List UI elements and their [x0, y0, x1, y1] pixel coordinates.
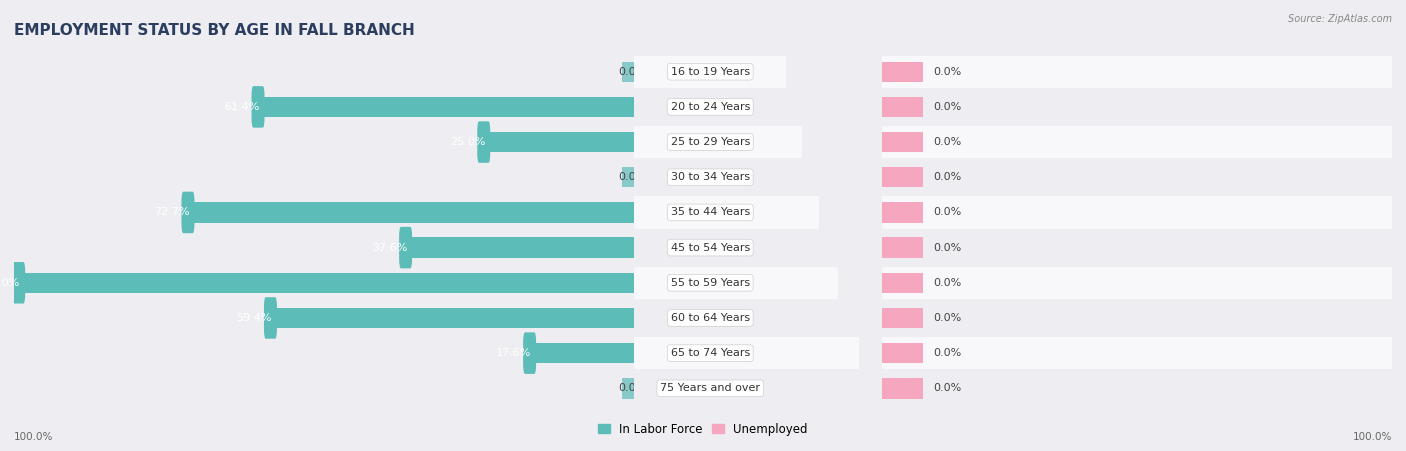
Bar	[882, 55, 1392, 88]
Bar	[882, 343, 922, 364]
FancyBboxPatch shape	[252, 86, 264, 128]
FancyBboxPatch shape	[477, 121, 491, 163]
Text: 0.0%: 0.0%	[934, 102, 962, 112]
Bar	[634, 231, 828, 264]
Bar	[524, 343, 634, 364]
Bar	[882, 337, 1392, 369]
Bar	[634, 126, 801, 158]
Bar	[266, 308, 634, 328]
Bar	[882, 161, 1392, 193]
Text: 37.6%: 37.6%	[371, 243, 408, 253]
Text: 17.6%: 17.6%	[496, 348, 531, 358]
Bar	[882, 267, 1392, 299]
Text: 0.0%: 0.0%	[934, 207, 962, 217]
Bar	[882, 196, 1392, 229]
Bar	[634, 196, 1254, 229]
Bar	[634, 337, 1254, 369]
Bar	[634, 372, 1254, 405]
Bar	[621, 378, 634, 399]
Text: 60 to 64 Years: 60 to 64 Years	[671, 313, 749, 323]
Text: 35 to 44 Years: 35 to 44 Years	[671, 207, 749, 217]
Bar	[882, 372, 1392, 405]
Text: 30 to 34 Years: 30 to 34 Years	[671, 172, 749, 182]
Bar	[14, 272, 634, 293]
Text: 65 to 74 Years: 65 to 74 Years	[671, 348, 749, 358]
Bar	[253, 97, 634, 117]
Bar	[634, 161, 1254, 193]
Text: EMPLOYMENT STATUS BY AGE IN FALL BRANCH: EMPLOYMENT STATUS BY AGE IN FALL BRANCH	[14, 23, 415, 37]
Text: 0.0%: 0.0%	[934, 243, 962, 253]
Text: 0.0%: 0.0%	[934, 278, 962, 288]
Text: 72.7%: 72.7%	[153, 207, 190, 217]
Bar	[634, 267, 838, 299]
Bar	[882, 308, 922, 328]
Text: 0.0%: 0.0%	[619, 172, 647, 182]
Bar	[634, 196, 820, 229]
Text: 61.4%: 61.4%	[224, 102, 260, 112]
Bar	[882, 202, 922, 223]
Bar	[882, 126, 1392, 158]
Bar	[634, 372, 870, 405]
Bar	[634, 302, 1254, 334]
Bar	[183, 202, 634, 223]
Bar	[634, 302, 848, 334]
Text: 16 to 19 Years: 16 to 19 Years	[671, 67, 749, 77]
Bar	[634, 55, 1254, 88]
FancyBboxPatch shape	[264, 297, 277, 339]
FancyBboxPatch shape	[13, 262, 25, 304]
Bar	[882, 237, 922, 258]
Text: 0.0%: 0.0%	[934, 313, 962, 323]
Bar	[634, 91, 794, 123]
Bar	[634, 231, 1254, 264]
Legend: In Labor Force, Unemployed: In Labor Force, Unemployed	[593, 418, 813, 441]
Text: 0.0%: 0.0%	[934, 172, 962, 182]
Bar	[634, 267, 1254, 299]
Text: 100.0%: 100.0%	[0, 278, 20, 288]
Bar	[882, 167, 922, 188]
Text: 25 to 29 Years: 25 to 29 Years	[671, 137, 749, 147]
Text: 0.0%: 0.0%	[619, 383, 647, 393]
Bar	[401, 237, 634, 258]
Text: Source: ZipAtlas.com: Source: ZipAtlas.com	[1288, 14, 1392, 23]
Text: 0.0%: 0.0%	[934, 137, 962, 147]
FancyBboxPatch shape	[523, 332, 536, 374]
Bar	[882, 132, 922, 152]
Text: 59.4%: 59.4%	[236, 313, 271, 323]
FancyBboxPatch shape	[181, 192, 194, 233]
Text: 25.0%: 25.0%	[450, 137, 485, 147]
Bar	[621, 167, 634, 188]
Bar	[882, 97, 922, 117]
Bar	[882, 61, 922, 82]
Bar	[634, 126, 1254, 158]
Bar	[882, 302, 1392, 334]
Text: 20 to 24 Years: 20 to 24 Years	[671, 102, 749, 112]
Bar	[882, 231, 1392, 264]
Bar	[634, 337, 859, 369]
Bar	[634, 161, 810, 193]
Text: 0.0%: 0.0%	[934, 348, 962, 358]
Bar	[634, 55, 786, 88]
FancyBboxPatch shape	[399, 227, 412, 268]
Bar	[882, 91, 1392, 123]
Text: 100.0%: 100.0%	[1353, 432, 1392, 442]
Bar	[882, 272, 922, 293]
Text: 0.0%: 0.0%	[934, 67, 962, 77]
Bar	[479, 132, 634, 152]
Text: 45 to 54 Years: 45 to 54 Years	[671, 243, 749, 253]
Text: 100.0%: 100.0%	[14, 432, 53, 442]
Text: 0.0%: 0.0%	[934, 383, 962, 393]
Text: 55 to 59 Years: 55 to 59 Years	[671, 278, 749, 288]
Text: 75 Years and over: 75 Years and over	[661, 383, 761, 393]
Bar	[634, 91, 1254, 123]
Text: 0.0%: 0.0%	[619, 67, 647, 77]
Bar	[882, 378, 922, 399]
Bar	[621, 61, 634, 82]
